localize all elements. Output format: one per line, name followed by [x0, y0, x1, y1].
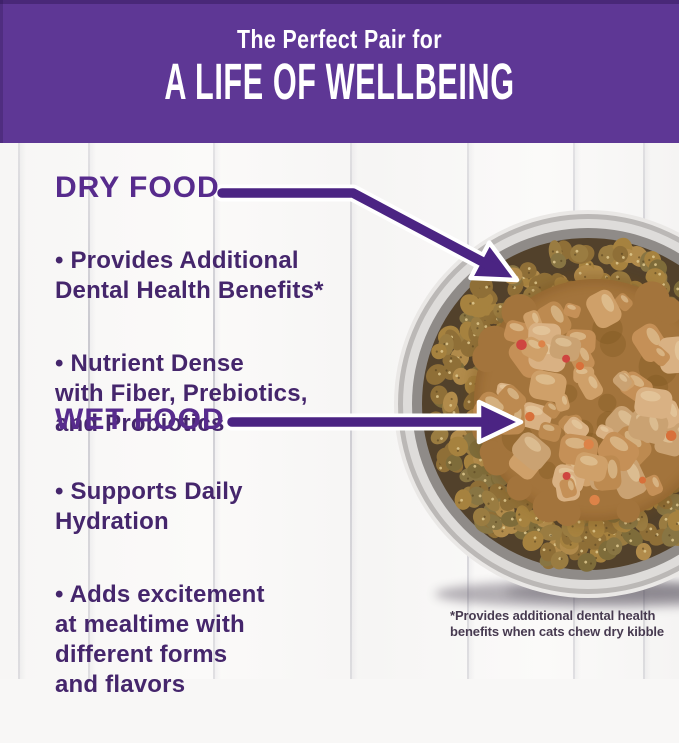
bullet-excitement: • Adds excitement at mealtime with diffe…: [55, 580, 425, 700]
bullet-dental-health: • Provides Additional Dental Health Bene…: [55, 246, 425, 306]
dry-food-heading: DRY FOOD: [55, 171, 220, 205]
bullet-hydration: • Supports Daily Hydration: [55, 477, 425, 537]
footnote: *Provides additional dental health benef…: [450, 608, 664, 640]
header-banner: The Perfect Pair for A LIFE OF WELLBEING: [0, 0, 679, 143]
banner-kicker: The Perfect Pair for: [61, 24, 618, 55]
wet-food-heading: WET FOOD: [55, 403, 225, 437]
banner-title: A LIFE OF WELLBEING: [136, 52, 543, 111]
dry-food-bullets: • Provides Additional Dental Health Bene…: [55, 216, 425, 482]
wet-food-bullets: • Supports Daily Hydration • Adds excite…: [55, 447, 425, 743]
